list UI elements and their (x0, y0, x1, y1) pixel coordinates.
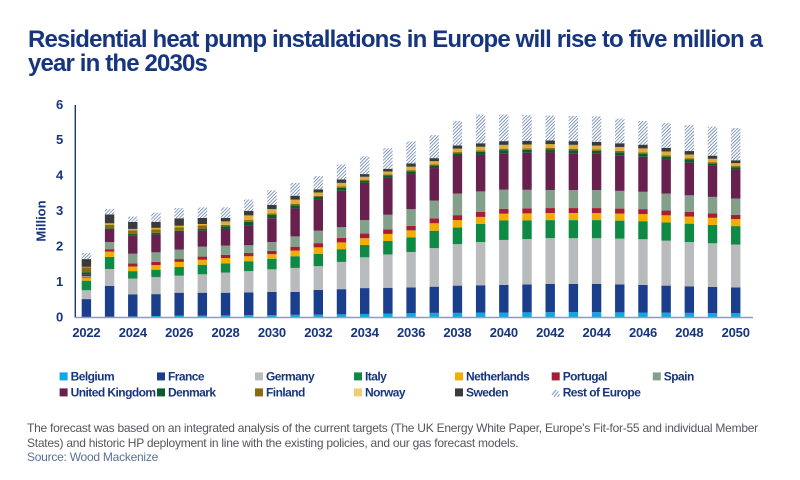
svg-text:0: 0 (56, 309, 63, 324)
svg-text:2042: 2042 (536, 325, 564, 340)
svg-text:Netherlands: Netherlands (466, 370, 530, 384)
svg-text:2030: 2030 (258, 325, 286, 340)
svg-text:5: 5 (56, 132, 63, 147)
svg-text:Germany: Germany (266, 370, 315, 384)
svg-text:Sweden: Sweden (466, 386, 508, 400)
svg-text:Portugal: Portugal (563, 370, 607, 384)
svg-text:1: 1 (56, 274, 63, 289)
svg-text:Spain: Spain (664, 370, 694, 384)
svg-text:Norway: Norway (365, 386, 406, 400)
svg-text:Finland: Finland (266, 386, 305, 400)
svg-text:2038: 2038 (443, 325, 471, 340)
svg-text:Belgium: Belgium (71, 370, 115, 384)
svg-text:2046: 2046 (629, 325, 657, 340)
svg-text:2050: 2050 (722, 325, 750, 340)
svg-text:Denmark: Denmark (168, 386, 216, 400)
svg-text:United Kingdom: United Kingdom (71, 386, 156, 400)
svg-text:Million: Million (34, 200, 49, 241)
svg-text:4: 4 (56, 168, 64, 183)
svg-text:2044: 2044 (583, 325, 612, 340)
svg-text:3: 3 (56, 203, 63, 218)
svg-text:2036: 2036 (397, 325, 425, 340)
svg-text:2040: 2040 (490, 325, 518, 340)
svg-text:2: 2 (56, 239, 63, 254)
svg-text:France: France (168, 370, 205, 384)
svg-text:2024: 2024 (119, 325, 148, 340)
svg-text:2022: 2022 (72, 325, 100, 340)
svg-text:2048: 2048 (675, 325, 703, 340)
svg-text:2034: 2034 (351, 325, 380, 340)
svg-text:Italy: Italy (365, 370, 387, 384)
svg-text:Rest of Europe: Rest of Europe (563, 386, 642, 400)
svg-text:2032: 2032 (304, 325, 332, 340)
svg-text:6: 6 (56, 97, 63, 112)
svg-text:2028: 2028 (211, 325, 239, 340)
svg-text:2026: 2026 (165, 325, 193, 340)
